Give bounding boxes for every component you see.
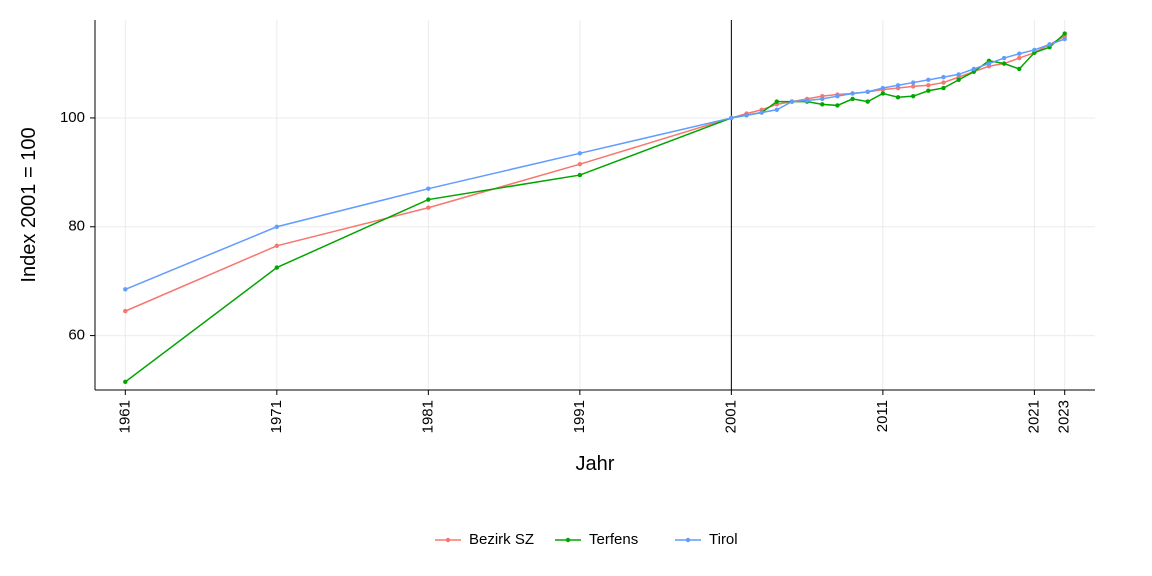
series-point bbox=[578, 151, 582, 155]
series-point bbox=[866, 90, 870, 94]
xtick-label-group: 2023 bbox=[1056, 400, 1073, 433]
xtick-label: 1981 bbox=[419, 400, 436, 433]
series-point bbox=[759, 110, 763, 114]
series-point bbox=[578, 173, 582, 177]
series-point bbox=[896, 83, 900, 87]
xtick-label-group: 1981 bbox=[419, 400, 436, 433]
series-point bbox=[275, 244, 279, 248]
legend-label: Terfens bbox=[589, 531, 638, 548]
series-point bbox=[426, 197, 430, 201]
series-point bbox=[820, 102, 824, 106]
xtick-label: 1971 bbox=[268, 400, 285, 433]
xtick-label: 1961 bbox=[116, 400, 133, 433]
xtick-label: 1991 bbox=[571, 400, 588, 433]
series-point bbox=[941, 80, 945, 84]
series-point bbox=[911, 94, 915, 98]
legend-label: Bezirk SZ bbox=[469, 531, 534, 548]
series-point bbox=[850, 97, 854, 101]
series-point bbox=[881, 86, 885, 90]
xtick-label-group: 2011 bbox=[874, 400, 891, 432]
plot-panel bbox=[95, 20, 1095, 390]
xtick-label: 2001 bbox=[722, 400, 739, 433]
legend-point bbox=[566, 538, 570, 542]
ytick-label: 100 bbox=[60, 109, 85, 126]
series-point bbox=[775, 99, 779, 103]
xtick-label-group: 1971 bbox=[268, 400, 285, 433]
legend-point bbox=[446, 538, 450, 542]
series-point bbox=[1017, 67, 1021, 71]
series-point bbox=[790, 99, 794, 103]
series-point bbox=[926, 78, 930, 82]
series-point bbox=[926, 89, 930, 93]
xtick-label-group: 2001 bbox=[722, 400, 739, 433]
series-point bbox=[911, 80, 915, 84]
series-point bbox=[426, 186, 430, 190]
series-point bbox=[926, 83, 930, 87]
series-point bbox=[1062, 31, 1066, 35]
series-point bbox=[972, 67, 976, 71]
series-point bbox=[275, 265, 279, 269]
series-point bbox=[1062, 37, 1066, 41]
series-point bbox=[956, 78, 960, 82]
series-point bbox=[1017, 52, 1021, 56]
series-point bbox=[1002, 56, 1006, 60]
series-point bbox=[744, 113, 748, 117]
xtick-label: 2011 bbox=[874, 400, 891, 432]
legend-label: Tirol bbox=[709, 531, 738, 548]
series-point bbox=[911, 84, 915, 88]
xtick-label: 2021 bbox=[1025, 400, 1042, 433]
series-point bbox=[1047, 42, 1051, 46]
series-point bbox=[123, 309, 127, 313]
series-point bbox=[881, 91, 885, 95]
series-point bbox=[805, 98, 809, 102]
series-point bbox=[275, 225, 279, 229]
series-point bbox=[578, 162, 582, 166]
series-point bbox=[850, 91, 854, 95]
series-point bbox=[1017, 56, 1021, 60]
series-point bbox=[1032, 48, 1036, 52]
y-axis-title: Index 2001 = 100 bbox=[18, 127, 40, 282]
series-point bbox=[1002, 61, 1006, 65]
ytick-label: 80 bbox=[68, 218, 85, 235]
series-point bbox=[941, 86, 945, 90]
xtick-label: 2023 bbox=[1056, 400, 1073, 433]
series-point bbox=[820, 97, 824, 101]
series-point bbox=[896, 95, 900, 99]
series-point bbox=[956, 72, 960, 76]
x-axis-title: Jahr bbox=[576, 453, 615, 475]
series-point bbox=[987, 61, 991, 65]
legend-point bbox=[686, 538, 690, 542]
series-point bbox=[426, 206, 430, 210]
xtick-label-group: 1991 bbox=[571, 400, 588, 433]
series-point bbox=[835, 94, 839, 98]
xtick-label-group: 2021 bbox=[1025, 400, 1042, 433]
series-point bbox=[835, 103, 839, 107]
xtick-label-group: 1961 bbox=[116, 400, 133, 433]
series-point bbox=[775, 108, 779, 112]
line-chart: 1961 1971 1981 1991 2001 2011 2021 2023 60 80 100 J… bbox=[0, 0, 1152, 576]
series-point bbox=[123, 380, 127, 384]
series-point bbox=[866, 99, 870, 103]
series-point bbox=[941, 75, 945, 79]
series-point bbox=[123, 287, 127, 291]
ytick-label: 60 bbox=[68, 327, 85, 344]
series-point bbox=[729, 116, 733, 120]
